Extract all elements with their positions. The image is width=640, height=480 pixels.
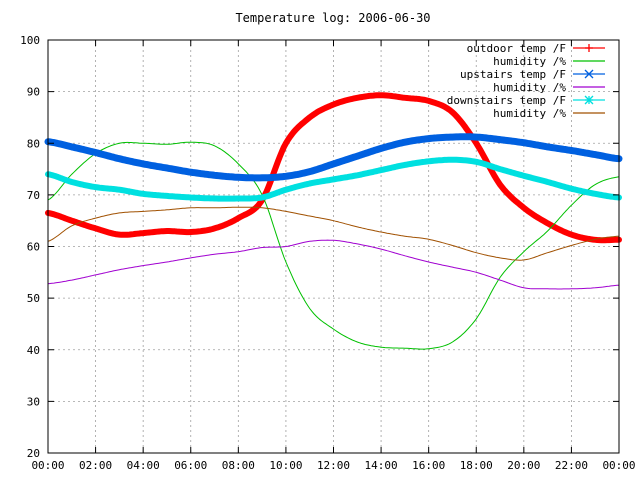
legend-label-4: downstairs temp /F: [447, 94, 566, 107]
series-line-5: [47, 206, 620, 261]
x-tick-label: 16:00: [412, 459, 445, 472]
x-tick-label: 20:00: [507, 459, 540, 472]
y-tick-label: 60: [27, 241, 40, 254]
chart-title: Temperature log: 2006-06-30: [235, 11, 430, 25]
legend-label-0: outdoor temp /F: [467, 42, 566, 55]
y-tick-label: 50: [27, 292, 40, 305]
series-line-1: [47, 141, 620, 350]
legend-marker: [584, 69, 594, 79]
legend-label-5: humidity /%: [493, 107, 566, 120]
y-tick-label: 100: [20, 34, 40, 47]
y-tick-label: 70: [27, 189, 40, 202]
x-tick-label: 00:00: [31, 459, 64, 472]
x-tick-label: 08:00: [222, 459, 255, 472]
x-tick-label: 02:00: [79, 459, 112, 472]
y-tick-label: 90: [27, 86, 40, 99]
legend-label-2: upstairs temp /F: [460, 68, 566, 81]
series-line-4: [45, 156, 622, 202]
series-lines: [44, 92, 623, 350]
x-tick-label: 00:00: [602, 459, 635, 472]
legend-marker: [584, 95, 594, 105]
x-tick-label: 18:00: [460, 459, 493, 472]
x-tick-label: 10:00: [269, 459, 302, 472]
x-tick-label: 14:00: [365, 459, 398, 472]
x-tick-label: 22:00: [555, 459, 588, 472]
series-line-0: [45, 92, 622, 244]
y-tick-label: 80: [27, 137, 40, 150]
x-tick-label: 12:00: [317, 459, 350, 472]
x-tick-label: 04:00: [127, 459, 160, 472]
series-line-2: [44, 133, 623, 182]
y-tick-label: 40: [27, 344, 40, 357]
y-tick-label: 20: [27, 447, 40, 460]
series-line-3: [47, 239, 620, 290]
legend-label-1: humidity /%: [493, 55, 566, 68]
y-tick-label: 30: [27, 395, 40, 408]
legend-label-3: humidity /%: [493, 81, 566, 94]
x-tick-label: 06:00: [174, 459, 207, 472]
axis-ticks: 00:00 02:00 04:00 06:00 08:00 10:00 12:00 14:00…: [20, 34, 635, 472]
